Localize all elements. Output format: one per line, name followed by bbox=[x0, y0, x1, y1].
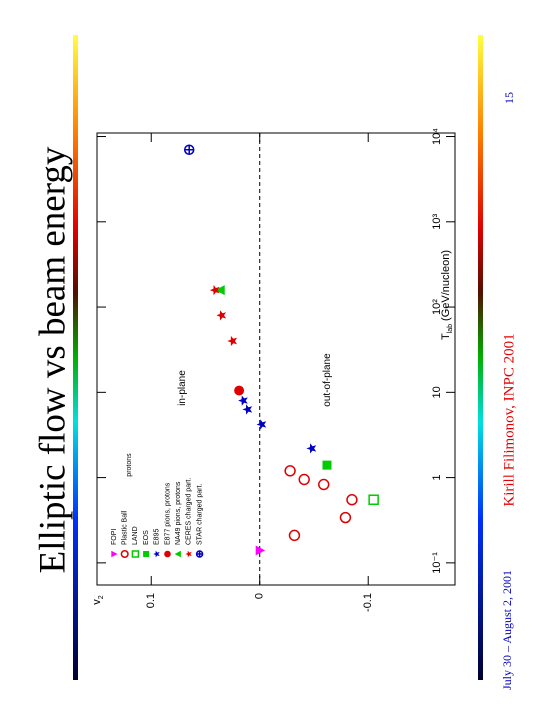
marker bbox=[284, 465, 296, 477]
marker bbox=[227, 335, 237, 347]
marker bbox=[238, 395, 248, 406]
y-tick-label: 0 bbox=[254, 593, 266, 599]
marker bbox=[209, 285, 220, 296]
x-tick-label: 10⁴ bbox=[431, 128, 443, 145]
y-axis-label: v2 bbox=[91, 595, 105, 605]
x-label-sub: lab bbox=[447, 324, 454, 333]
marker bbox=[153, 550, 160, 558]
marker bbox=[185, 550, 192, 558]
marker bbox=[306, 443, 317, 454]
x-axis-label: Tlab (GeV/nucleon) bbox=[440, 250, 454, 340]
x-label-rest: (GeV/nucleon) bbox=[440, 250, 452, 321]
x-tick-label: 10 bbox=[431, 386, 443, 398]
legend-label: Plastic Ball bbox=[122, 510, 129, 545]
date: July 30 – August 2, 2001 bbox=[500, 570, 514, 690]
marker bbox=[164, 550, 171, 558]
x-tick-label: 10⁻¹ bbox=[431, 552, 443, 574]
marker bbox=[174, 550, 181, 558]
legend-label: STAR charged part. bbox=[196, 484, 203, 545]
legend-label: LAND bbox=[132, 526, 139, 545]
marker bbox=[111, 550, 118, 558]
y-tick-label: -0.1 bbox=[362, 593, 374, 612]
x-tick-label: 1 bbox=[431, 475, 443, 481]
legend-label: NA49 pions, protons bbox=[175, 481, 182, 545]
author: Kirill Filimonov, INPC 2001 bbox=[501, 333, 517, 506]
marker bbox=[242, 404, 253, 415]
marker bbox=[255, 545, 266, 556]
annotation: out-of-plane bbox=[322, 353, 333, 407]
legend-label: E877 pions, protons bbox=[164, 482, 171, 545]
marker bbox=[120, 549, 129, 559]
marker bbox=[298, 473, 310, 486]
marker bbox=[339, 511, 352, 524]
marker bbox=[346, 494, 358, 506]
marker bbox=[131, 550, 140, 558]
marker bbox=[256, 419, 267, 430]
marker bbox=[234, 385, 245, 396]
marker bbox=[318, 478, 330, 491]
legend-label: E895 bbox=[154, 529, 161, 545]
marker bbox=[288, 529, 301, 542]
marker bbox=[143, 551, 150, 557]
marker bbox=[215, 285, 225, 296]
plot-frame bbox=[96, 132, 456, 586]
legend-label: EOS bbox=[143, 530, 150, 545]
annotation: in-plane bbox=[177, 370, 188, 406]
color-bar bbox=[478, 35, 483, 680]
legend-label: FOPI bbox=[111, 529, 118, 545]
annotation: protons bbox=[126, 453, 133, 477]
marker bbox=[322, 460, 332, 470]
y-label-main: v bbox=[91, 599, 103, 605]
x-tick-label: 10³ bbox=[431, 214, 443, 230]
legend-label: CERES charged part. bbox=[186, 478, 193, 545]
marker bbox=[216, 310, 227, 321]
page-number: 15 bbox=[502, 92, 516, 104]
x-label-main: T bbox=[440, 333, 452, 340]
y-tick-label: 0.1 bbox=[145, 593, 157, 608]
marker bbox=[195, 550, 204, 558]
y-label-sub: 2 bbox=[98, 595, 105, 599]
x-tick-label: 10² bbox=[431, 299, 443, 315]
color-bar bbox=[73, 35, 78, 680]
marker bbox=[368, 494, 379, 505]
slide-title: Elliptic flow vs beam energy bbox=[32, 146, 73, 573]
marker bbox=[183, 144, 195, 155]
